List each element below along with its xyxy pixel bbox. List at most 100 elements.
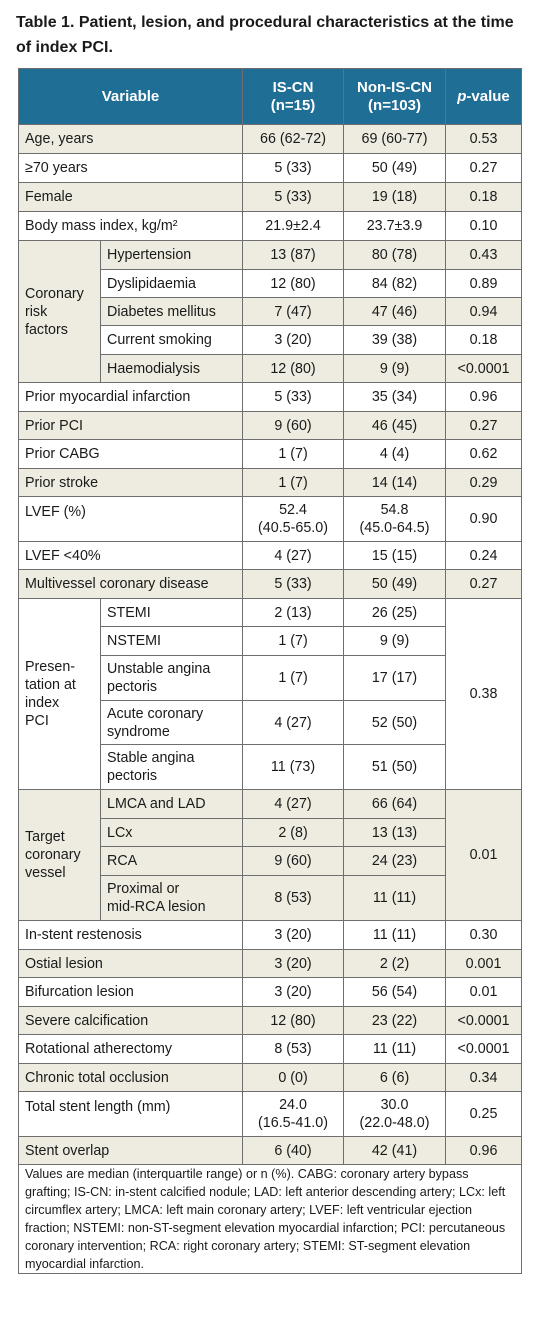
table-row: Acute coronary syndrome 4 (27) 52 (50): [19, 700, 522, 745]
non-is-cn-value: 9 (9): [343, 354, 447, 383]
is-cn-value: 66 (62-72): [242, 124, 345, 154]
table-row: Prior CABG 1 (7) 4 (4) 0.62: [17, 439, 523, 469]
is-cn-value: 24.0 (16.5-41.0): [242, 1091, 345, 1137]
p-value: 0.30: [445, 920, 523, 950]
is-cn-value: 5 (33): [242, 382, 345, 412]
table-row: Bifurcation lesion 3 (20) 56 (54) 0.01: [17, 977, 523, 1007]
p-value: 0.89: [445, 269, 523, 298]
table-row: Chronic total occlusion 0 (0) 6 (6) 0.34: [17, 1063, 523, 1092]
table-row: Presen-tation at index PCI STEMI 2 (13) 26…: [18, 598, 523, 790]
p-value: 0.24: [445, 541, 523, 570]
is-cn-value: 12 (80): [242, 354, 345, 383]
table-row: Rotational atherectomy 8 (53) 11 (11) <0…: [17, 1034, 523, 1064]
is-cn-value: 4 (27): [242, 541, 345, 570]
non-is-cn-value: 50 (49): [343, 569, 447, 599]
group-label-presentation: Presen-tation at index PCI: [18, 598, 101, 790]
non-is-cn-value: 69 (60-77): [343, 124, 447, 154]
is-cn-value: 1 (7): [242, 439, 345, 469]
is-cn-value: 5 (33): [242, 569, 345, 599]
non-is-cn-value: 24 (23): [343, 846, 447, 876]
is-cn-value: 13 (87): [242, 240, 345, 270]
row-label: Prior PCI: [17, 411, 244, 440]
is-cn-value: 3 (20): [242, 325, 345, 355]
header-is-cn: IS-CN (n=15): [242, 68, 345, 125]
non-is-cn-value: 15 (15): [343, 541, 447, 570]
is-cn-value: 2 (8): [242, 818, 345, 847]
non-is-cn-value: 14 (14): [343, 468, 447, 497]
non-is-cn-value: 50 (49): [343, 153, 447, 183]
table-row: LVEF <40% 4 (27) 15 (15) 0.24: [17, 541, 523, 570]
row-label: Bifurcation lesion: [17, 977, 244, 1007]
non-is-cn-value: 84 (82): [343, 269, 447, 298]
table-row: ≥70 years 5 (33) 50 (49) 0.27: [17, 153, 523, 183]
row-label: Multivessel coronary disease: [17, 569, 244, 599]
non-is-cn-value: 13 (13): [343, 818, 447, 847]
table-row: Prior stroke 1 (7) 14 (14) 0.29: [17, 468, 523, 497]
non-is-cn-value: 54.8 (45.0-64.5): [343, 496, 447, 542]
non-is-cn-value: 4 (4): [343, 439, 447, 469]
table-row: Female 5 (33) 19 (18) 0.18: [17, 182, 523, 212]
is-cn-value: 3 (20): [242, 949, 345, 978]
table-row: Prior myocardial infarction 5 (33) 35 (3…: [17, 382, 523, 412]
p-value: 0.96: [445, 1136, 523, 1165]
row-label: Prior CABG: [17, 439, 244, 469]
row-label: Body mass index, kg/m²: [17, 211, 244, 241]
header-non-is-cn: Non-IS-CN (n=103): [343, 68, 447, 125]
is-cn-value: 11 (73): [242, 744, 345, 790]
p-value: 0.18: [445, 182, 523, 212]
footnote-row: Values are median (interquartile range) …: [17, 1164, 523, 1274]
p-value: 0.96: [445, 382, 523, 412]
p-value: 0.62: [445, 439, 523, 469]
p-value: <0.0001: [445, 1034, 523, 1064]
p-value: 0.27: [445, 153, 523, 183]
is-cn-value: 5 (33): [242, 153, 345, 183]
p-value: <0.0001: [445, 1006, 523, 1035]
row-label: Acute coronary syndrome: [99, 700, 244, 745]
non-is-cn-value: 66 (64): [343, 789, 447, 819]
header-row: Variable IS-CN (n=15) Non-IS-CN (n=103) p-…: [17, 68, 523, 125]
non-is-cn-value: 47 (46): [343, 297, 447, 326]
is-cn-value: 52.4 (40.5-65.0): [242, 496, 345, 542]
row-label: LVEF <40%: [17, 541, 244, 570]
p-value: <0.0001: [445, 354, 523, 383]
is-cn-value: 6 (40): [242, 1136, 345, 1165]
table-row: Prior PCI 9 (60) 46 (45) 0.27: [17, 411, 523, 440]
table-row: Coronary risk factors Hypertension 13 (8…: [18, 240, 523, 383]
table-row: Unstable angina pectoris 1 (7) 17 (17): [19, 655, 522, 701]
row-label: Age, years: [17, 124, 244, 154]
row-label: In-stent restenosis: [17, 920, 244, 950]
table-row: Stable angina pectoris 11 (73) 51 (50): [19, 744, 522, 790]
p-value: 0.27: [445, 411, 523, 440]
is-cn-value: 2 (13): [242, 598, 345, 627]
p-value: 0.90: [445, 496, 523, 542]
row-label: Dyslipidaemia: [99, 269, 244, 298]
non-is-cn-value: 11 (11): [343, 1034, 447, 1064]
non-is-cn-value: 11 (11): [343, 920, 447, 950]
group-label-target-vessel: Target coronary vessel: [18, 789, 101, 921]
row-label: Chronic total occlusion: [17, 1063, 244, 1092]
is-cn-value: 9 (60): [242, 846, 345, 876]
group-label-risk-factors: Coronary risk factors: [18, 240, 101, 383]
row-label: NSTEMI: [99, 626, 244, 656]
row-label: LCx: [99, 818, 244, 847]
non-is-cn-value: 30.0 (22.0-48.0): [343, 1091, 447, 1137]
table-row: Severe calcification 12 (80) 23 (22) <0.…: [17, 1006, 523, 1035]
p-value: 0.001: [445, 949, 523, 978]
non-is-cn-value: 35 (34): [343, 382, 447, 412]
is-cn-value: 21.9±2.4: [242, 211, 345, 241]
non-is-cn-value: 46 (45): [343, 411, 447, 440]
table-row: In-stent restenosis 3 (20) 11 (11) 0.30: [17, 920, 523, 950]
is-cn-value: 12 (80): [242, 1006, 345, 1035]
is-cn-value: 4 (27): [242, 700, 345, 745]
non-is-cn-value: 80 (78): [343, 240, 447, 270]
row-label: Hypertension: [99, 240, 244, 270]
row-label: Rotational atherectomy: [17, 1034, 244, 1064]
row-label: LMCA and LAD: [99, 789, 244, 819]
non-is-cn-value: 23.7±3.9: [343, 211, 447, 241]
table-row: Total stent length (mm) 24.0 (16.5-41.0) …: [17, 1091, 523, 1137]
p-value: 0.01: [445, 977, 523, 1007]
characteristics-table: Variable IS-CN (n=15) Non-IS-CN (n=103) p-…: [17, 68, 523, 1274]
p-value: 0.27: [445, 569, 523, 599]
p-value: 0.10: [445, 211, 523, 241]
table-title: Table 1. Patient, lesion, and procedural…: [16, 14, 514, 56]
